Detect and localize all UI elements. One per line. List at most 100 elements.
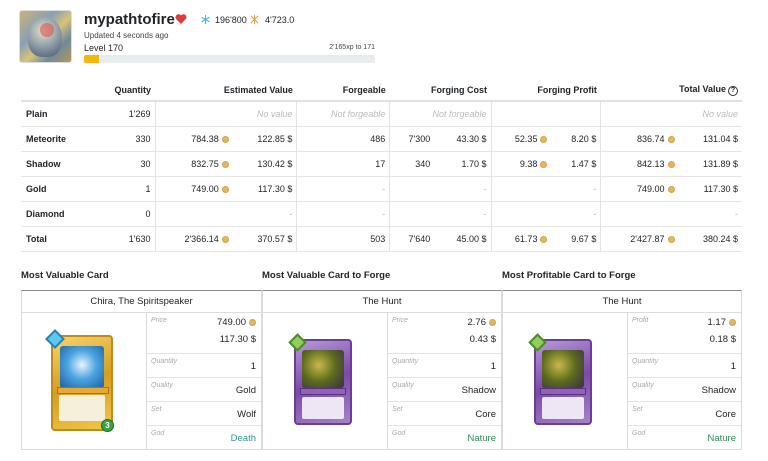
card-details: Profit 1.17 0.18 $ Quantity 1 Quality Shadow… <box>628 313 741 449</box>
detail-god: God Death <box>147 426 261 450</box>
value-text: 52.35 <box>514 133 538 144</box>
gods-currency-icon <box>249 319 256 326</box>
row-forgeable: 503 <box>296 225 390 252</box>
row-total-dec: 749.00 <box>600 175 679 201</box>
player-avatar[interactable] <box>19 10 72 63</box>
row-forgeable: 17 <box>296 150 390 176</box>
row-forging-profit: - <box>490 200 601 226</box>
player-header: mypathtofire 196'800 4'723.0 Updated 4 s… <box>19 10 375 66</box>
detail-value: Gold <box>235 385 256 396</box>
flux-icon <box>250 15 259 24</box>
value-text: 9.38 <box>519 158 538 169</box>
detail-value: Shadow <box>701 385 736 396</box>
most-valuable-forge-panel: The Hunt Price 2.76 0.43 $ Quantity 1 Quali… <box>262 290 502 450</box>
detail-price: Price 749.00 117.30 $ <box>147 313 261 354</box>
row-quantity: 30 <box>95 150 155 176</box>
gods-currency-icon <box>221 235 229 243</box>
detail-key: Quantity <box>392 358 419 365</box>
row-estimated-dec: 749.00 <box>154 175 233 201</box>
value-text: 836.74 <box>637 133 665 144</box>
row-estimated: - <box>154 200 297 226</box>
row-estimated-usd: 122.85 $ <box>232 125 297 151</box>
detail-quantity: Quantity 1 <box>628 354 741 378</box>
detail-value-dec: 2.76 <box>467 317 496 328</box>
card-name[interactable]: Chira, The Spiritspeaker <box>22 291 261 313</box>
detail-key: Quality <box>392 382 414 389</box>
row-forgeable: Not forgeable <box>296 100 390 126</box>
gods-currency-icon <box>729 319 736 326</box>
card-image[interactable] <box>528 333 592 425</box>
col-total-value: Total Value? <box>600 79 742 102</box>
detail-key: Set <box>632 406 643 413</box>
detail-value-usd: 117.30 $ <box>219 334 256 345</box>
detail-value: Wolf <box>237 409 256 420</box>
card-image[interactable] <box>288 333 352 425</box>
help-circle-icon[interactable]: ? <box>728 85 738 96</box>
snowflake-icon <box>201 15 210 24</box>
row-estimated: No value <box>154 100 297 126</box>
row-total-dec: 842.13 <box>600 150 679 176</box>
row-forging-cost-usd: 1.70 $ <box>434 150 492 176</box>
detail-key: God <box>632 430 646 437</box>
detail-key: Quantity <box>632 358 659 365</box>
gods-currency-icon <box>667 135 675 143</box>
detail-value: Core <box>715 409 736 420</box>
xp-to-next: 2'165xp to 171 <box>329 44 375 51</box>
table-row-meteorite: Meteorite 330 784.38 122.85 $ 486 7'300 … <box>21 125 742 151</box>
col-estimated-value: Estimated Value <box>155 79 297 102</box>
row-forging-profit <box>490 100 601 126</box>
value-text: 2.76 <box>467 317 487 328</box>
most-valuable-card-panel: Chira, The Spiritspeaker 3 Price 749.00 11… <box>21 290 262 450</box>
ice-value: 196'800 <box>215 15 247 25</box>
value-text: 2'366.14 <box>184 233 219 244</box>
row-forging-cost-dec: 7'300 <box>389 125 435 151</box>
card-image[interactable]: 3 <box>45 329 114 432</box>
detail-quantity: Quantity 1 <box>388 354 501 378</box>
detail-value: Core <box>475 409 496 420</box>
card-name[interactable]: The Hunt <box>263 291 501 313</box>
card-art-area <box>263 313 388 449</box>
detail-key: Set <box>392 406 403 413</box>
row-total-usd: 380.24 $ <box>678 225 742 252</box>
col-forging-cost: Forging Cost <box>389 79 492 102</box>
row-forgeable: - <box>296 200 390 226</box>
level-progress-bar <box>84 55 375 63</box>
row-estimated-usd: 130.42 $ <box>232 150 297 176</box>
row-estimated-dec: 832.75 <box>154 150 233 176</box>
player-name[interactable]: mypathtofire <box>84 11 175 28</box>
row-forging-cost: - <box>389 175 492 201</box>
row-forging-profit: - <box>490 175 601 201</box>
detail-profit: Profit 1.17 0.18 $ <box>628 313 741 354</box>
card-details: Price 749.00 117.30 $ Quantity 1 Quality Gol… <box>147 313 261 449</box>
row-label: Total <box>21 225 95 252</box>
level-progress-fill <box>84 55 99 63</box>
detail-price: Price 2.76 0.43 $ <box>388 313 501 354</box>
card-name[interactable]: The Hunt <box>503 291 741 313</box>
row-forging-profit-dec: 52.35 <box>490 125 552 151</box>
detail-key: God <box>392 430 406 437</box>
row-label: Shadow <box>21 150 95 176</box>
gods-currency-icon <box>667 235 675 243</box>
gods-currency-icon <box>221 185 229 193</box>
row-total-usd: 131.04 $ <box>678 125 742 151</box>
row-forging-cost: - <box>389 200 492 226</box>
gods-currency-icon <box>540 235 548 243</box>
detail-value: Death <box>230 433 256 444</box>
col-forgeable: Forgeable <box>296 79 390 102</box>
detail-key: Profit <box>632 317 649 324</box>
gods-currency-icon <box>540 135 548 143</box>
detail-value: Shadow <box>461 385 496 396</box>
updated-text: Updated 4 seconds ago <box>84 31 169 40</box>
detail-key: Quality <box>632 382 654 389</box>
row-forging-cost: Not forgeable <box>389 100 492 126</box>
value-text: 749.00 <box>191 183 219 194</box>
detail-set: Set Core <box>628 402 741 426</box>
row-label: Plain <box>21 100 95 126</box>
most-profitable-forge-panel: The Hunt Profit 1.17 0.18 $ Quantity 1 Qual… <box>502 290 742 450</box>
row-forging-profit-usd: 1.47 $ <box>551 150 601 176</box>
value-text: 61.73 <box>514 233 538 244</box>
row-total: - <box>600 200 742 226</box>
gods-currency-icon <box>540 160 548 168</box>
detail-key: Quality <box>151 382 173 389</box>
row-forging-cost-usd: 43.30 $ <box>434 125 492 151</box>
